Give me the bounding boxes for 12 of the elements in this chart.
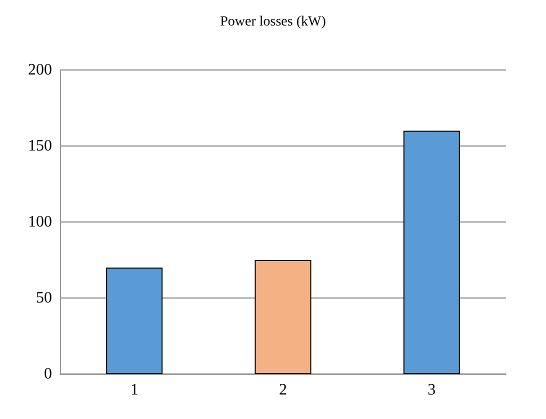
bar bbox=[403, 130, 460, 374]
bar bbox=[254, 260, 312, 374]
y-tick-label: 100 bbox=[28, 214, 52, 230]
bar bbox=[106, 268, 163, 374]
chart-title: Power losses (kW) bbox=[220, 14, 326, 30]
y-tick-label: 200 bbox=[28, 62, 52, 78]
y-tick-label: 150 bbox=[28, 138, 52, 154]
y-tick-label: 50 bbox=[36, 290, 52, 306]
x-tick-label: 1 bbox=[130, 382, 138, 398]
y-tick-label: 0 bbox=[44, 366, 52, 382]
x-tick-label: 2 bbox=[279, 382, 287, 398]
x-tick-label: 3 bbox=[428, 382, 436, 398]
